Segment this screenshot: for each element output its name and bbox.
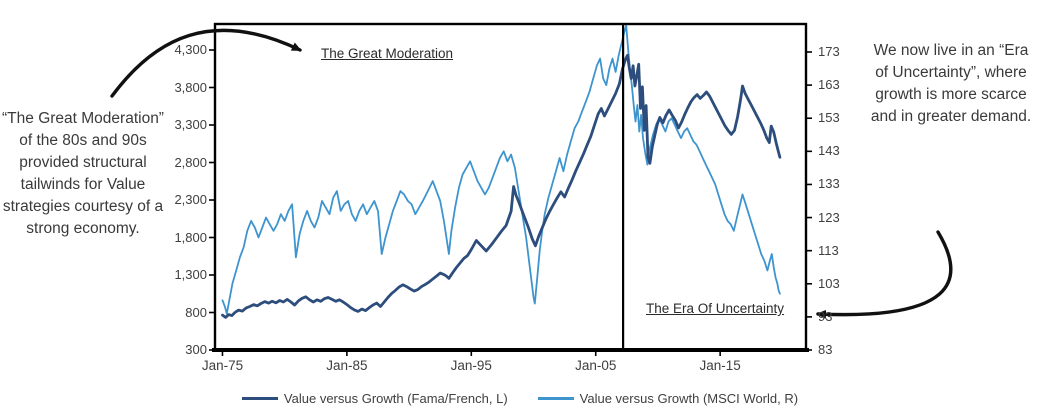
y-right-tick-label: 103 bbox=[818, 275, 840, 291]
axis-ticks bbox=[209, 49, 812, 356]
y-left-tick-label: 4,300 bbox=[174, 42, 207, 57]
legend-line-swatch bbox=[537, 396, 574, 400]
y-right-tick-label: 113 bbox=[818, 242, 839, 258]
y-right-tick-label: 163 bbox=[818, 77, 840, 93]
legend-line-swatch bbox=[241, 396, 278, 400]
x-tick-label: Jan-95 bbox=[450, 358, 492, 373]
x-tick-label: Jan-85 bbox=[326, 358, 368, 373]
annotation-era-of-uncertainty: The Era Of Uncertainty bbox=[646, 301, 785, 316]
series-layer bbox=[221, 24, 782, 319]
curved-arrow-icon-right-note bbox=[816, 230, 953, 319]
y-left-tick-label: 800 bbox=[185, 304, 207, 320]
y-left-tick-label: 1,800 bbox=[174, 229, 207, 245]
x-tick-label: Jan-75 bbox=[201, 358, 244, 373]
y-left-tick-label: 3,300 bbox=[174, 117, 207, 132]
y-right-tick-label: 153 bbox=[818, 110, 840, 126]
y-left-tick-label: 300 bbox=[185, 342, 207, 357]
y-left-tick-label: 2,800 bbox=[174, 154, 207, 170]
x-tick-label: Jan-05 bbox=[575, 358, 617, 373]
legend-item-msci-world: Value versus Growth (MSCI World, R) bbox=[537, 390, 799, 406]
y-right-tick-label: 143 bbox=[818, 143, 840, 159]
curved-arrow-icon-left-note bbox=[110, 28, 302, 98]
left-note: “The Great Moderation” of the 80s and 90… bbox=[2, 110, 164, 237]
y-right-tick-label: 173 bbox=[818, 44, 840, 59]
y-right-tick-label: 83 bbox=[818, 342, 833, 357]
y-right-tick-label: 133 bbox=[818, 176, 840, 192]
y-right-tick-label: 93 bbox=[818, 308, 833, 324]
right-note: We now live in an “Era of Uncertainty”, … bbox=[870, 42, 1032, 125]
annotation-great-moderation: The Great Moderation bbox=[321, 46, 454, 61]
y-left-tick-label: 1,300 bbox=[174, 267, 207, 282]
x-tick-label: Jan-15 bbox=[699, 358, 741, 373]
legend-label: Value versus Growth (Fama/French, L) bbox=[283, 390, 508, 406]
series-line-msci-world bbox=[221, 24, 781, 315]
y-left-tick-label: 3,800 bbox=[174, 79, 207, 95]
y-right-tick-label: 123 bbox=[818, 209, 840, 225]
legend-item-fama-french: Value versus Growth (Fama/French, L) bbox=[241, 390, 508, 406]
y-left-tick-label: 2,300 bbox=[174, 192, 207, 207]
legend-label: Value versus Growth (MSCI World, R) bbox=[579, 390, 799, 406]
legend: Value versus Growth (Fama/French, L) Valu… bbox=[180, 388, 860, 408]
series-line-fama-french bbox=[221, 53, 782, 319]
